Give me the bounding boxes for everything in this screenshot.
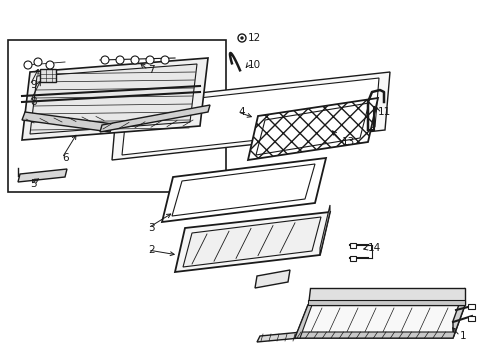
Polygon shape (100, 105, 209, 132)
Polygon shape (247, 98, 377, 160)
Polygon shape (294, 305, 311, 338)
Circle shape (116, 56, 124, 64)
Bar (467, 316, 474, 321)
Bar (349, 256, 355, 261)
Polygon shape (294, 305, 464, 338)
Polygon shape (112, 72, 389, 160)
Text: 5: 5 (30, 179, 37, 189)
Circle shape (46, 61, 54, 69)
Text: 4: 4 (238, 107, 244, 117)
Text: 1: 1 (459, 331, 466, 341)
Polygon shape (257, 332, 302, 342)
Polygon shape (30, 64, 197, 134)
Polygon shape (22, 58, 207, 140)
Text: 9: 9 (30, 80, 37, 90)
Bar (40, 69, 56, 82)
Text: 8: 8 (30, 97, 37, 107)
Text: 3: 3 (148, 223, 154, 233)
Circle shape (24, 61, 32, 69)
Circle shape (146, 56, 154, 64)
Circle shape (241, 37, 243, 39)
Polygon shape (452, 288, 464, 338)
Polygon shape (294, 332, 454, 338)
Polygon shape (175, 212, 329, 272)
Circle shape (161, 56, 169, 64)
Polygon shape (22, 112, 113, 132)
Text: 6: 6 (62, 153, 68, 163)
Circle shape (238, 34, 245, 42)
Polygon shape (172, 164, 314, 216)
Bar (349, 243, 355, 248)
Circle shape (131, 56, 139, 64)
Text: 10: 10 (247, 60, 261, 70)
Polygon shape (162, 158, 325, 222)
Circle shape (101, 56, 109, 64)
Polygon shape (254, 270, 289, 288)
Polygon shape (307, 288, 464, 305)
Text: 12: 12 (247, 33, 261, 43)
Polygon shape (183, 217, 320, 267)
Text: 14: 14 (367, 243, 381, 253)
Text: 2: 2 (148, 245, 154, 255)
Polygon shape (18, 169, 67, 182)
Bar (8, 40, 225, 192)
Polygon shape (307, 300, 464, 305)
Polygon shape (122, 78, 378, 155)
Bar (467, 304, 474, 309)
Text: 13: 13 (341, 137, 354, 147)
Text: 7: 7 (148, 65, 154, 75)
Polygon shape (319, 205, 329, 255)
Text: 11: 11 (377, 107, 390, 117)
Circle shape (34, 58, 42, 66)
